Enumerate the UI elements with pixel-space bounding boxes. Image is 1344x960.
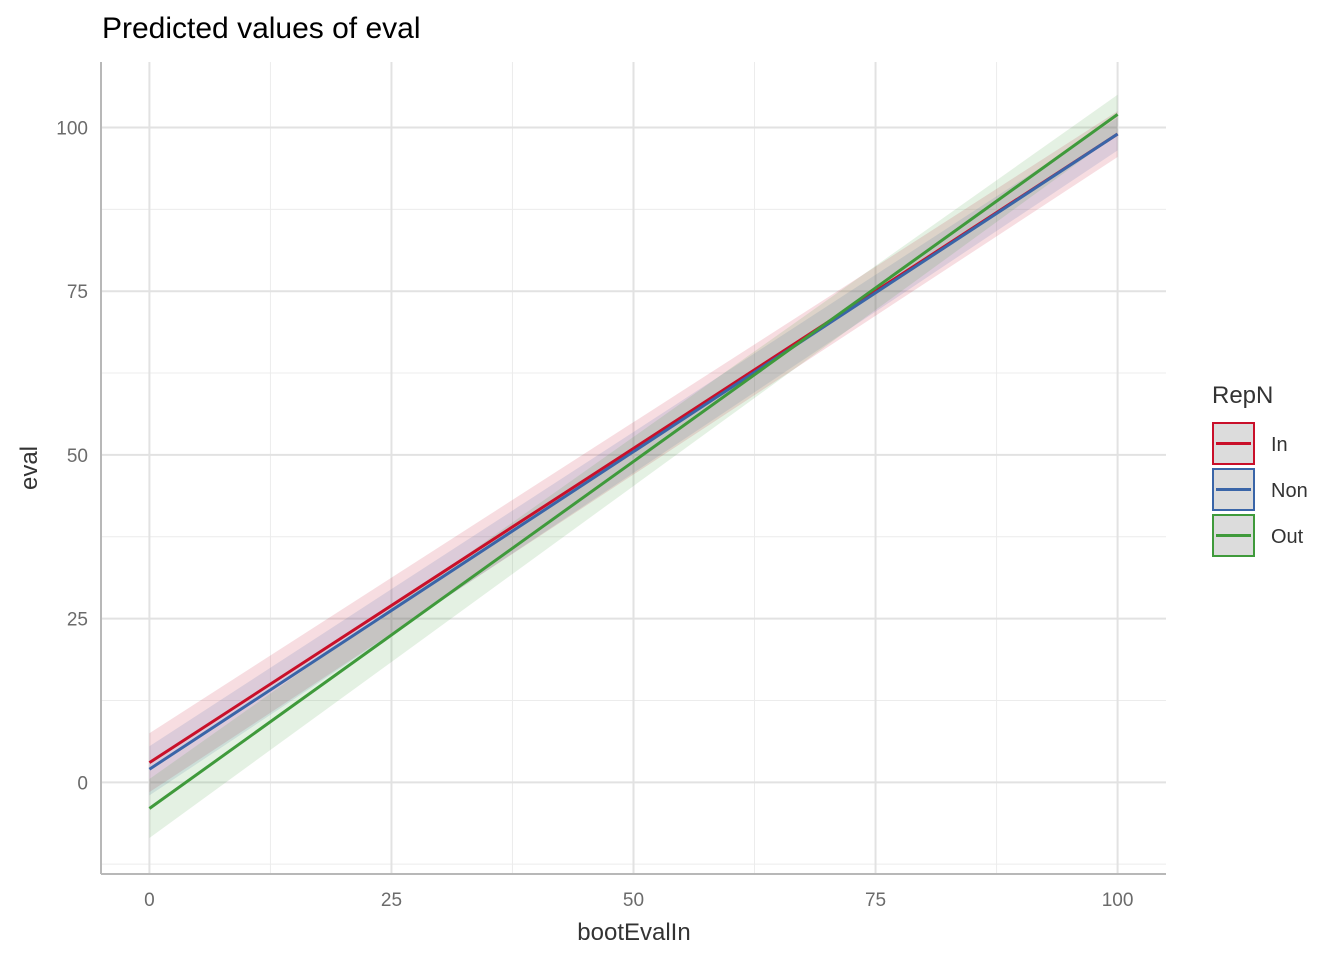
x-tick-label: 50 xyxy=(623,890,644,911)
legend-label: In xyxy=(1271,434,1288,456)
y-tick-labels: 0 25 50 75 100 xyxy=(56,118,88,794)
legend-item-non: Non xyxy=(1212,468,1308,511)
grid-major xyxy=(101,62,1166,874)
x-tick-label: 100 xyxy=(1102,890,1134,911)
axes xyxy=(100,62,1166,875)
legend-label: Non xyxy=(1271,480,1308,502)
x-axis-title: bootEvalIn xyxy=(577,919,690,946)
series-line-non xyxy=(148,132,1119,771)
series-line-out xyxy=(148,113,1119,810)
chart-title: Predicted values of eval xyxy=(102,12,421,45)
ci-band-out xyxy=(149,94,1118,838)
y-axis-title: eval xyxy=(16,446,43,490)
legend-item-in: In xyxy=(1212,422,1288,465)
series-lines xyxy=(148,113,1119,810)
legend-label: Out xyxy=(1271,526,1304,548)
x-tick-labels: 0 25 50 75 100 xyxy=(144,890,1133,911)
y-tick-label: 50 xyxy=(67,446,88,467)
y-tick-label: 25 xyxy=(67,610,88,631)
y-tick-label: 0 xyxy=(77,773,88,794)
x-tick-label: 0 xyxy=(144,890,155,911)
legend-title: RepN xyxy=(1212,382,1273,409)
y-tick-label: 100 xyxy=(56,118,88,139)
legend: RepN In Non Out xyxy=(1212,382,1308,557)
x-tick-label: 75 xyxy=(865,890,886,911)
x-tick-label: 25 xyxy=(381,890,402,911)
legend-item-out: Out xyxy=(1212,514,1304,557)
y-tick-label: 75 xyxy=(67,282,88,303)
